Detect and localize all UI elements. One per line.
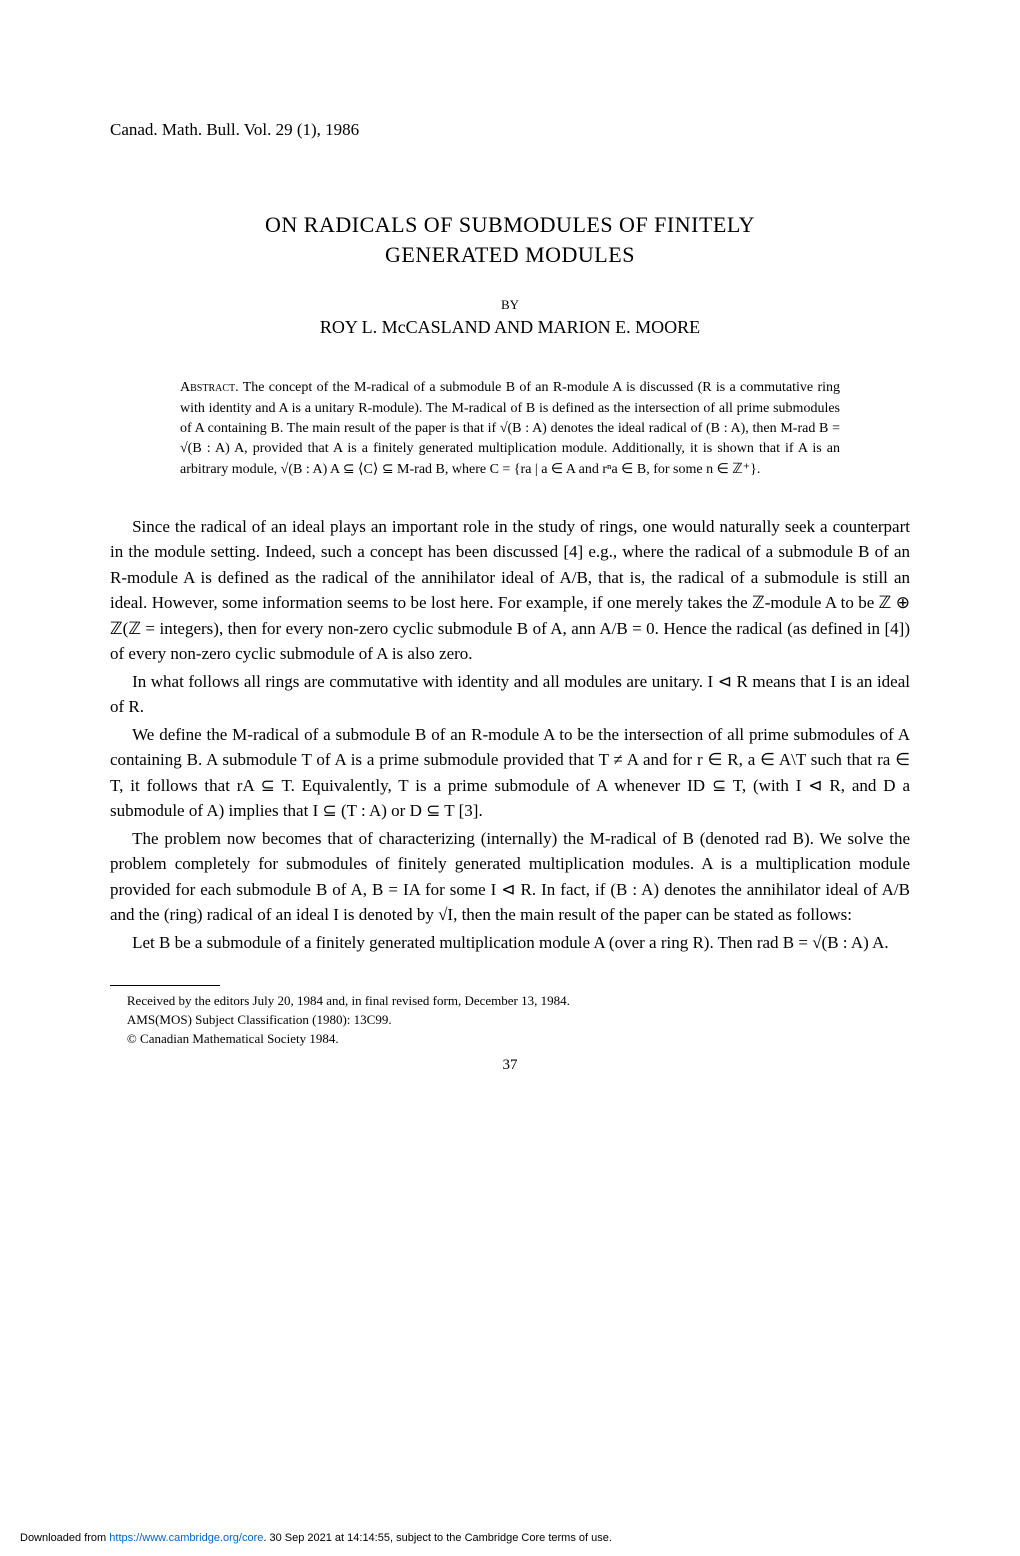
article-title: ON RADICALS OF SUBMODULES OF FINITELY GE… — [110, 210, 910, 269]
body-paragraph: Let B be a submodule of a finitely gener… — [110, 930, 910, 956]
footnote-divider — [110, 985, 220, 986]
article-authors: ROY L. McCASLAND AND MARION E. MOORE — [110, 317, 910, 338]
journal-header: Canad. Math. Bull. Vol. 29 (1), 1986 — [110, 120, 910, 140]
body-paragraph: We define the M-radical of a submodule B… — [110, 722, 910, 824]
title-line-1: ON RADICALS OF SUBMODULES OF FINITELY — [265, 212, 755, 237]
download-link[interactable]: https://www.cambridge.org/core — [109, 1532, 263, 1544]
download-prefix: Downloaded from — [20, 1532, 109, 1544]
body-paragraph: In what follows all rings are commutativ… — [110, 669, 910, 720]
download-suffix: . 30 Sep 2021 at 14:14:55, subject to th… — [263, 1532, 612, 1544]
download-bar: Downloaded from https://www.cambridge.or… — [20, 1532, 612, 1544]
abstract-block: Abstract. The concept of the M-radical o… — [180, 378, 840, 479]
page-container: Canad. Math. Bull. Vol. 29 (1), 1986 ON … — [0, 0, 1020, 1556]
footnote-line: AMS(MOS) Subject Classification (1980): … — [110, 1011, 910, 1030]
page-number: 37 — [110, 1057, 910, 1074]
abstract-text: The concept of the M-radical of a submod… — [180, 380, 840, 476]
body-paragraph: Since the radical of an ideal plays an i… — [110, 514, 910, 667]
abstract-label: Abstract. — [180, 380, 239, 395]
by-label: BY — [110, 297, 910, 313]
body-paragraph: The problem now becomes that of characte… — [110, 826, 910, 928]
title-line-2: GENERATED MODULES — [385, 242, 635, 267]
footnote-line: © Canadian Mathematical Society 1984. — [110, 1030, 910, 1049]
footnote-line: Received by the editors July 20, 1984 an… — [110, 992, 910, 1011]
